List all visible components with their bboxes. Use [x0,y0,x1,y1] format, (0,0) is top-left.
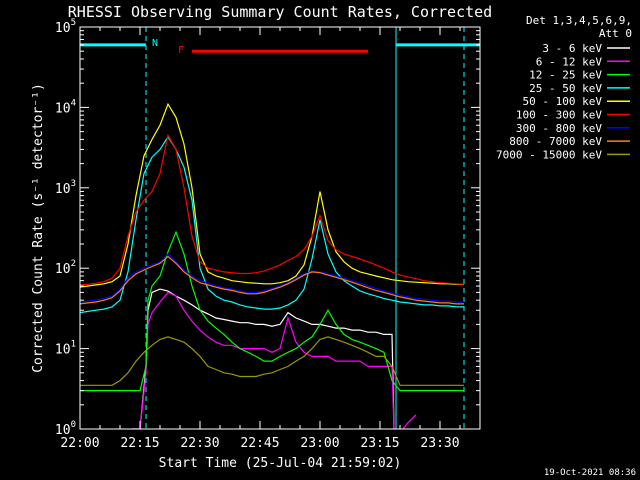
series-line-8 [80,336,464,386]
x-tick-label-2: 22:30 [180,436,219,451]
footer-date: 19-Oct-2021 08:36 [544,468,636,478]
y-tick-label-2: 102 [55,259,76,277]
x-axis-label: Start Time (25-Jul-04 21:59:02) [159,456,402,471]
flare-label: F [178,45,184,56]
legend-label-5: 100 - 300 keV [516,109,602,122]
y-tick-base: 10 [55,21,71,36]
x-tick-label-1: 22:15 [120,436,159,451]
legend-label-4: 50 - 100 keV [523,95,603,108]
y-tick-label-4: 104 [55,98,76,116]
x-tick-label-6: 23:30 [420,436,459,451]
legend-label-8: 7000 - 15000 keV [496,148,602,161]
y-tick-exponent: 0 [71,420,76,430]
x-tick-label-0: 22:00 [60,436,99,451]
y-tick-exponent: 5 [71,18,76,28]
legend-label-1: 6 - 12 keV [536,55,603,68]
y-tick-label-0: 100 [55,420,76,438]
x-axis: 22:00 22:15 22:30 22:45 23:00 23:15 23:30 [60,27,481,451]
y-tick-label-5: 105 [55,18,76,36]
series-line-5 [80,133,465,286]
series-line-1 [132,291,417,429]
series-line-6 [80,253,464,303]
y-tick-exponent: 1 [71,340,76,350]
x-tick-label-3: 22:45 [240,436,279,451]
x-tick-label-5: 23:15 [360,436,399,451]
y-tick-label-3: 103 [55,179,76,197]
legend-label-3: 25 - 50 keV [529,82,602,95]
chart-title: RHESSI Observing Summary Count Rates, Co… [68,3,492,21]
series-line-0 [132,288,395,429]
legend-label-2: 12 - 25 keV [529,69,602,82]
y-tick-base: 10 [55,423,71,438]
y-tick-base: 10 [55,101,71,116]
series-line-2 [80,230,464,392]
y-tick-base: 10 [55,262,71,277]
legend-label-0: 3 - 6 keV [542,42,602,55]
x-tick-label-4: 23:00 [300,436,339,451]
series-layer [80,102,465,429]
legend-header-line-0: Det 1,3,4,5,6,9, [526,14,632,27]
y-tick-base: 10 [55,343,71,358]
night-label: N [152,38,158,49]
y-tick-exponent: 4 [71,98,76,108]
legend-label-6: 300 - 800 keV [516,122,602,135]
series-line-4 [80,102,464,288]
y-tick-exponent: 2 [71,259,76,269]
series-line-7 [80,255,464,305]
y-tick-exponent: 3 [71,179,76,189]
y-tick-base: 10 [55,182,71,197]
legend-header-line-1: Att 0 [599,27,632,40]
series-line-3 [80,135,464,314]
legend-label-7: 800 - 7000 keV [509,135,602,148]
y-axis-label: Corrected Count Rate (s⁻¹ detector⁻¹) [31,83,46,373]
y-tick-label-1: 101 [55,340,76,358]
